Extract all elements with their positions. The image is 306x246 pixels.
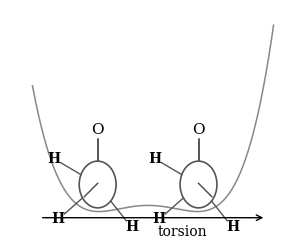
Text: O: O [91, 123, 104, 137]
Text: H: H [148, 152, 162, 166]
Text: O: O [192, 123, 205, 137]
Text: H: H [226, 220, 239, 234]
Text: H: H [52, 212, 65, 226]
Text: torsion: torsion [158, 225, 207, 239]
Text: H: H [125, 220, 138, 234]
Text: H: H [48, 152, 61, 166]
Text: H: H [153, 212, 166, 226]
